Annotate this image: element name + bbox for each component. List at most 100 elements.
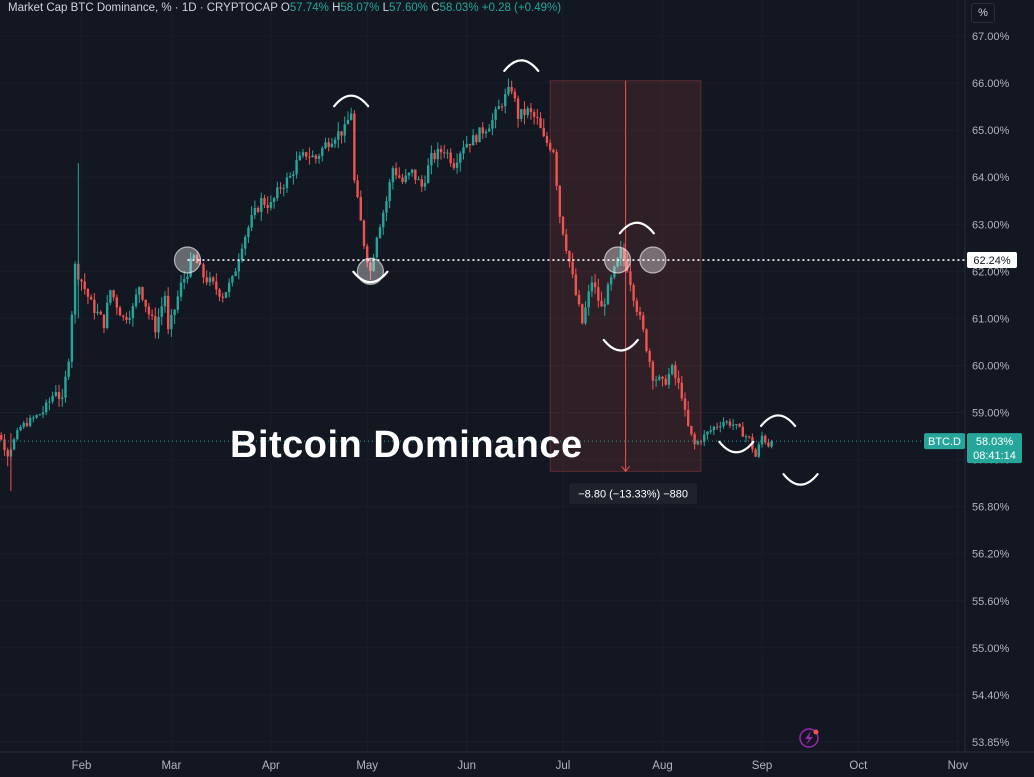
marker-circle[interactable]: [356, 257, 385, 285]
marker-circle[interactable]: [639, 246, 667, 274]
candle-body: [452, 163, 456, 168]
candle-body: [629, 271, 632, 286]
top-arc-annotation[interactable]: [333, 94, 370, 108]
candle-body: [160, 306, 163, 317]
candle-body: [587, 291, 590, 308]
candle-body: [247, 227, 250, 238]
candle-body: [163, 295, 167, 307]
candle-body: [504, 94, 507, 107]
candle-body: [186, 276, 189, 280]
candle-body: [19, 426, 22, 431]
top-arc-annotation[interactable]: [759, 414, 797, 428]
percent-scale-button[interactable]: %: [971, 3, 995, 23]
price-tick-label: 63.00%: [972, 219, 1010, 231]
candle-body: [237, 260, 240, 272]
marker-circle[interactable]: [603, 246, 632, 274]
time-tick-label: Sep: [752, 760, 772, 772]
time-axis: Feb Mar Apr May Jun Jul Aug Sep Oct Nov: [72, 760, 969, 772]
measure-label: −8.80 (−13.33%) −880: [569, 483, 698, 505]
candle-body: [321, 148, 324, 156]
candle-body: [426, 165, 430, 183]
candle-body: [593, 282, 597, 288]
top-arc-annotation[interactable]: [618, 221, 655, 235]
candle-body: [378, 227, 382, 238]
candle-body: [754, 449, 757, 457]
candle-body: [491, 119, 494, 129]
bottom-arc-annotation[interactable]: [782, 473, 819, 486]
candle-body: [54, 392, 58, 396]
candle-body: [157, 316, 160, 333]
candle-body: [642, 315, 645, 330]
bottom-arc-annotation[interactable]: [352, 270, 389, 284]
candle-body: [330, 143, 334, 147]
candle-body: [35, 415, 38, 418]
high-value: 58.07%: [340, 2, 380, 14]
candle-body: [170, 314, 173, 330]
candle-body: [80, 279, 83, 282]
candle-body: [404, 175, 407, 182]
candle-body: [703, 434, 706, 442]
ticker-badge: [924, 433, 965, 450]
candle-body: [115, 297, 119, 308]
candle-body: [224, 292, 228, 298]
symbol-legend: Market Cap BTC Dominance, % · 1D · CRYPT…: [8, 2, 561, 14]
time-tick-label: Apr: [262, 760, 280, 772]
candle-body: [385, 201, 388, 213]
price-tick-label: 55.60%: [972, 596, 1010, 608]
candle-body: [382, 212, 385, 228]
candle-body: [494, 109, 497, 120]
candle-body: [677, 377, 680, 383]
candle-body: [202, 264, 205, 278]
candle-body: [616, 258, 619, 267]
candle-body: [760, 435, 764, 445]
candle-body: [558, 185, 561, 217]
candle-body: [16, 430, 19, 440]
candle-body: [459, 153, 462, 163]
candle-body: [105, 302, 109, 329]
candle-body: [311, 155, 314, 158]
candle-body: [109, 290, 112, 303]
flash-icon[interactable]: [799, 728, 819, 748]
candle-body: [526, 108, 529, 116]
candle-body: [89, 296, 93, 300]
candle-body: [539, 117, 542, 128]
candle-body: [635, 300, 639, 312]
candle-body: [565, 234, 568, 251]
candle-body: [651, 361, 655, 381]
candle-body: [680, 382, 683, 399]
candle-body: [613, 266, 616, 278]
candle-body: [632, 285, 635, 301]
symbol-name: Market Cap BTC Dominance, % · 1D · CRYPT…: [8, 2, 278, 14]
candle-body: [349, 113, 353, 120]
candle-body: [366, 246, 369, 263]
candle-body: [176, 296, 180, 310]
candle-body: [471, 135, 475, 146]
candle-body: [112, 290, 115, 298]
bottom-arc-annotation[interactable]: [602, 338, 639, 352]
candle-body: [263, 198, 266, 205]
candle-body: [568, 250, 571, 262]
bottom-arc-annotation[interactable]: [718, 440, 755, 454]
candle-body: [48, 401, 51, 403]
top-arc-annotation[interactable]: [503, 59, 540, 72]
price-tick-label: 54.40%: [972, 690, 1010, 702]
candle-body: [433, 152, 436, 160]
marker-circle[interactable]: [173, 246, 202, 274]
candle-body: [747, 436, 751, 438]
candle-body: [305, 152, 308, 157]
candle-body: [250, 215, 253, 228]
candle-body: [401, 177, 404, 182]
candle-body: [189, 258, 192, 277]
candle-body: [343, 124, 346, 136]
candle-body: [574, 274, 578, 295]
low-value: 57.60%: [389, 2, 429, 14]
candle-body: [744, 436, 748, 438]
candle-body: [93, 299, 96, 314]
candle-body: [674, 365, 677, 378]
candle-body: [6, 450, 9, 457]
candle-body: [269, 202, 273, 208]
candle-body: [240, 248, 244, 261]
candle-body: [757, 444, 761, 457]
candle-body: [244, 237, 247, 249]
